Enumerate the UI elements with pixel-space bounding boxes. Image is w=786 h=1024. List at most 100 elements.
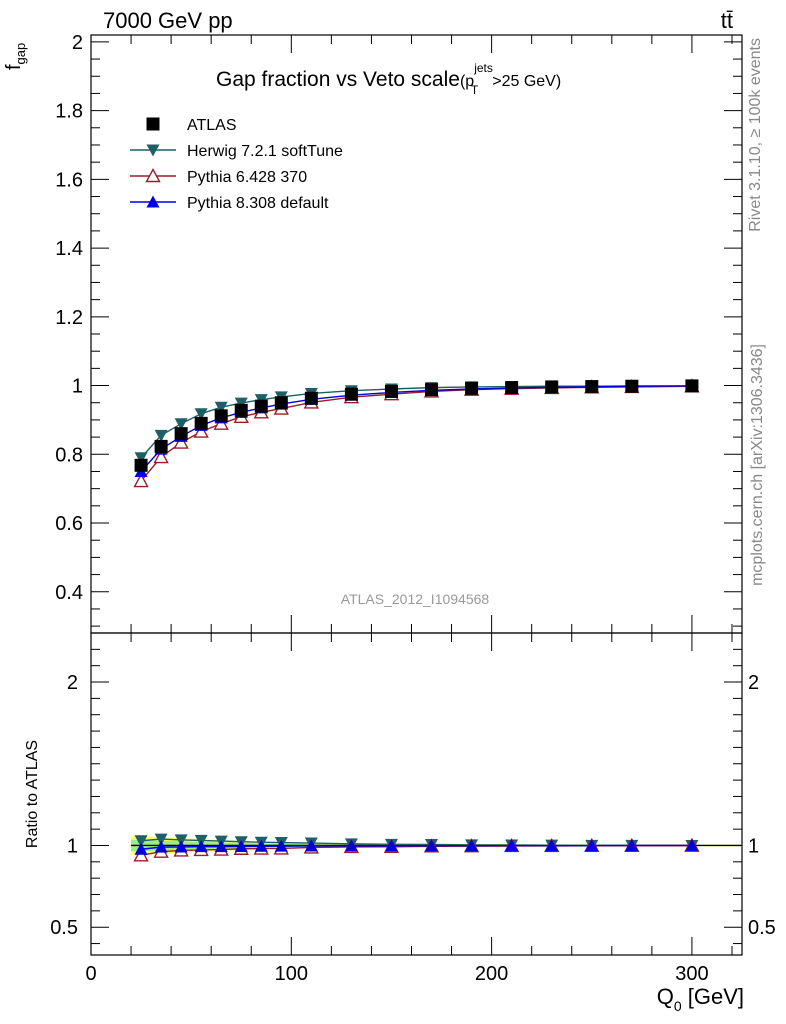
- x-axis-label-sub: 0: [674, 998, 682, 1014]
- legend-label-atlas: ATLAS: [187, 117, 237, 134]
- legend-marker-herwig: [146, 144, 160, 157]
- point-atlas: [234, 403, 248, 417]
- ratio-panel-frame: [90, 632, 743, 956]
- series-line-herwig: [140, 385, 692, 459]
- ratio-point-pythia8: [505, 839, 519, 852]
- point-atlas: [585, 380, 599, 394]
- axis-ticks: 0 100 200 300 0.4 0.6 0.8 1 1.2 1.4 1.6 1.8 2 0.5 0.5 1…: [50, 32, 776, 985]
- legend-label-pythia8: Pythia 8.308 default: [187, 195, 329, 212]
- point-atlas: [194, 416, 208, 430]
- ratio-point-pythia6: [133, 847, 149, 862]
- x-tick-label: 100: [275, 963, 308, 985]
- x-axis-label-rest: [GeV]: [682, 984, 744, 1009]
- ratio-point-pythia8: [304, 839, 318, 852]
- point-atlas: [154, 439, 168, 453]
- ratio-y-tick-label-left: 1: [67, 835, 78, 857]
- legend-label-pythia6: Pythia 6.428 370: [187, 169, 307, 186]
- point-herwig: [134, 452, 148, 465]
- analysis-watermark: ATLAS_2012_I1094568: [341, 591, 490, 607]
- ratio-point-pythia8: [234, 839, 248, 852]
- point-atlas: [425, 383, 439, 397]
- point-herwig: [174, 418, 188, 431]
- x-axis-label: Q0 [GeV]: [657, 984, 744, 1014]
- point-pythia6: [153, 449, 169, 464]
- point-herwig: [154, 429, 168, 442]
- ratio-point-pythia8: [545, 839, 559, 852]
- plot-title-open: (p: [460, 73, 474, 90]
- ratio-point-pythia8: [154, 840, 168, 853]
- plot-title-close: >25 GeV): [492, 73, 561, 90]
- header-energy-label: 7000 GeV pp: [103, 8, 233, 33]
- point-atlas: [174, 427, 188, 441]
- point-herwig: [234, 397, 248, 410]
- point-atlas: [214, 409, 228, 423]
- x-axis-label-main: Q: [657, 984, 674, 1009]
- series-line-pythia6: [140, 385, 692, 482]
- ratio-point-pythia8: [274, 839, 288, 852]
- y-tick-label: 1.4: [55, 238, 83, 260]
- ratio-point-pythia8: [344, 839, 358, 852]
- y-axis-label-main: f: [3, 64, 25, 70]
- y-tick-label: 0.6: [55, 513, 83, 535]
- y-axis-label: fgap: [3, 43, 28, 70]
- point-atlas: [625, 379, 639, 393]
- ratio-y-tick-label-right: 2: [748, 672, 759, 694]
- point-atlas: [274, 396, 288, 410]
- plot-title-main: Gap fraction vs Veto scale: [216, 68, 460, 91]
- ratio-y-tick-label-left: 2: [67, 672, 78, 694]
- point-pythia6: [173, 434, 189, 449]
- plot-title: Gap fraction vs Veto scale(pjets T >25 GeV…: [216, 61, 561, 97]
- ratio-point-herwig: [154, 833, 168, 846]
- y-tick-label: 2: [72, 32, 83, 54]
- ratio-point-pythia8: [174, 840, 188, 853]
- ratio-point-pythia8: [585, 839, 599, 852]
- legend-label-herwig: Herwig 7.2.1 softTune: [187, 143, 343, 160]
- y-tick-label: 1: [72, 376, 83, 398]
- ratio-point-pythia8: [425, 839, 439, 852]
- point-atlas: [465, 381, 479, 395]
- y-axis-label-sub: gap: [13, 43, 28, 65]
- x-tick-label: 0: [85, 963, 96, 985]
- rivet-version-label: Rivet 3.1.10, ≥ 100k events: [747, 38, 764, 232]
- ratio-point-pythia8: [194, 840, 208, 853]
- y-tick-label: 1.8: [55, 101, 83, 123]
- point-herwig: [194, 408, 208, 421]
- y-tick-label: 0.4: [55, 582, 83, 604]
- plot-title-sub: T: [471, 83, 479, 97]
- point-atlas: [545, 380, 559, 394]
- y-tick-label: 1.6: [55, 169, 83, 191]
- ratio-point-pythia8: [384, 839, 398, 852]
- point-atlas: [254, 399, 268, 413]
- ratio-point-pythia8: [625, 838, 639, 851]
- x-tick-label: 300: [675, 963, 708, 985]
- y-tick-label: 1.2: [55, 307, 83, 329]
- y-tick-label: 0.8: [55, 444, 83, 466]
- ratio-point-pythia8: [254, 839, 268, 852]
- ratio-point-pythia8: [465, 839, 479, 852]
- legend-marker-pythia8: [146, 195, 160, 208]
- ratio-y-tick-label-right: 0.5: [748, 917, 776, 939]
- plot-title-sup: jets: [473, 61, 493, 75]
- point-herwig: [214, 401, 228, 414]
- ratio-y-axis-label: Ratio to ATLAS: [24, 740, 41, 848]
- point-atlas: [304, 391, 318, 405]
- point-atlas: [384, 384, 398, 398]
- point-pythia6: [193, 423, 209, 438]
- mcplots-label: mcplots.cern.ch [arXiv:1306.3436]: [749, 344, 766, 586]
- header-process-label: tt̄: [721, 8, 733, 33]
- ratio-point-pythia8: [214, 840, 228, 853]
- ratio-point-herwig: [174, 834, 188, 847]
- point-atlas: [685, 379, 699, 393]
- point-atlas: [505, 381, 519, 395]
- legend: ATLAS Herwig 7.2.1 softTune Pythia 6.428 3…: [130, 117, 343, 212]
- ratio-y-tick-label-right: 1: [748, 835, 759, 857]
- ratio-point-pythia8: [685, 838, 699, 851]
- ratio-y-tick-label-left: 0.5: [50, 917, 78, 939]
- ratio-point-pythia8: [134, 842, 148, 855]
- point-atlas: [134, 458, 148, 472]
- legend-marker-atlas: [146, 117, 160, 131]
- ratio-point-herwig: [134, 835, 148, 848]
- point-pythia6: [133, 473, 149, 488]
- point-atlas: [344, 387, 358, 401]
